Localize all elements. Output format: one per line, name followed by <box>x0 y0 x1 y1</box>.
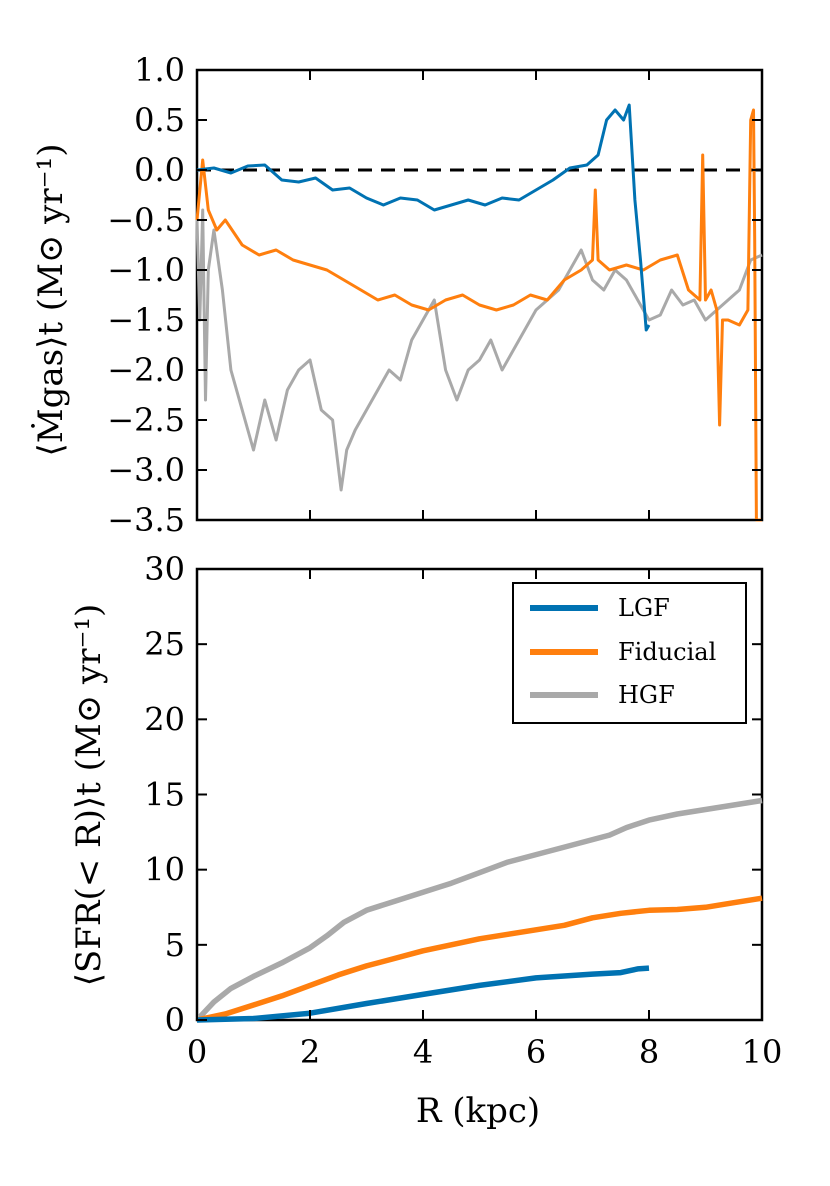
bottom-series-group <box>194 797 763 1023</box>
bottom-x-ticks: 0 2 4 6 8 10 <box>187 569 783 1071</box>
x-tick-label: 2 <box>300 1033 320 1071</box>
bottom-panel: 30 25 20 15 10 5 0 0 2 4 6 8 10 ⟨SFR(< R)⟩t (M⊙ yr⁻… <box>69 550 782 1131</box>
x-tick-label: 0 <box>187 1033 207 1071</box>
y-tick-label: −3.5 <box>107 501 185 539</box>
legend-label-hgf: HGF <box>618 681 675 709</box>
y-tick-label: 30 <box>144 550 185 588</box>
top-x-ticks <box>196 70 763 520</box>
top-series-line-hgf <box>195 208 763 492</box>
x-tick-label: 8 <box>639 1033 659 1071</box>
bottom-series-line-fiducial <box>196 895 763 1023</box>
bottom-y-axis-label: ⟨SFR(< R)⟩t (M⊙ yr⁻¹) <box>69 604 109 987</box>
y-tick-label: 1.0 <box>134 51 185 89</box>
x-tick-label: 4 <box>413 1033 433 1071</box>
legend-label-lgf: LGF <box>618 594 670 622</box>
y-tick-label: 0 <box>165 1001 185 1039</box>
y-tick-label: −2.0 <box>107 351 185 389</box>
y-tick-label: 15 <box>144 776 185 814</box>
x-axis-label: R (kpc) <box>416 1091 540 1131</box>
y-tick-label: 20 <box>144 700 185 738</box>
top-series-group <box>195 103 763 522</box>
y-tick-label: 5 <box>165 926 185 964</box>
y-tick-label: 10 <box>144 851 185 889</box>
x-tick-label: 10 <box>742 1033 783 1071</box>
y-tick-label: −1.0 <box>107 251 185 289</box>
y-tick-label: 0.0 <box>134 151 185 189</box>
legend: LGF Fiducial HGF <box>512 582 747 724</box>
top-y-axis-label: ⟨Ṁgas⟩t (M⊙ yr⁻¹) <box>31 144 71 457</box>
bottom-series-line-lgf <box>196 965 650 1023</box>
y-tick-label: 25 <box>144 625 185 663</box>
y-tick-label: −0.5 <box>107 201 185 239</box>
top-series-line-fiducial <box>195 108 762 522</box>
top-y-ticks: 1.0 0.5 0.0 −0.5 −1.0 −1.5 −2.0 −2.5 −3.0 −3.5 <box>107 51 762 539</box>
y-tick-label: 0.5 <box>134 101 185 139</box>
top-plot-frame <box>195 68 764 522</box>
y-tick-label: −3.0 <box>107 451 185 489</box>
bottom-series-line-hgf <box>194 797 763 1022</box>
top-series-line-lgf <box>196 103 651 332</box>
y-tick-label: −1.5 <box>107 301 185 339</box>
legend-label-fiducial: Fiducial <box>618 638 716 666</box>
bottom-y-ticks: 30 25 20 15 10 5 0 <box>144 550 762 1039</box>
top-panel: 1.0 0.5 0.0 −0.5 −1.0 −1.5 −2.0 −2.5 −3.0 −3.5 ⟨Ṁ… <box>31 51 764 539</box>
y-tick-label: −2.5 <box>107 401 185 439</box>
x-tick-label: 6 <box>526 1033 546 1071</box>
